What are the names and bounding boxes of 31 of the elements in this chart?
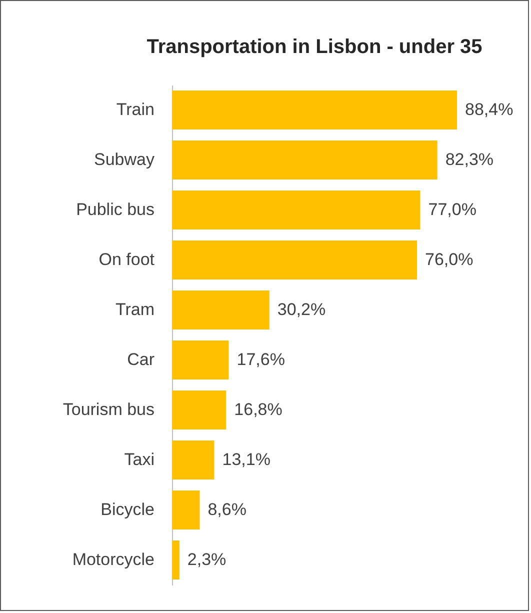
data-label: 17,6% (236, 350, 285, 369)
bar (172, 490, 200, 530)
data-label: 88,4% (465, 100, 514, 119)
data-label: 76,0% (425, 250, 474, 269)
y-tick-label: Tourism bus (62, 400, 154, 419)
y-tick-label: Tram (115, 300, 154, 319)
bar (172, 90, 457, 130)
bar (172, 340, 229, 380)
y-tick-label: Motorcycle (72, 550, 154, 569)
bar (172, 290, 270, 330)
data-label: 13,1% (222, 450, 270, 469)
bar (172, 190, 420, 230)
y-tick-label: Public bus (76, 200, 154, 219)
bar (172, 390, 226, 430)
chart-title: Transportation in Lisbon - under 35 (146, 36, 482, 58)
data-label: 2,3% (187, 550, 226, 569)
bar (172, 540, 180, 580)
data-label: 82,3% (445, 150, 494, 169)
y-tick-label: Train (116, 100, 154, 119)
y-tick-label: Taxi (124, 450, 154, 469)
y-tick-label: Subway (94, 150, 155, 169)
data-label: 16,8% (234, 400, 282, 419)
data-label: 30,2% (277, 300, 326, 319)
bar (172, 240, 418, 280)
bar (172, 140, 438, 180)
y-tick-label: Car (127, 350, 155, 369)
bar (172, 440, 214, 480)
data-label: 77,0% (428, 200, 476, 219)
y-tick-label: On foot (98, 250, 155, 269)
y-tick-label: Bicycle (100, 500, 154, 519)
data-label: 8,6% (208, 500, 246, 519)
